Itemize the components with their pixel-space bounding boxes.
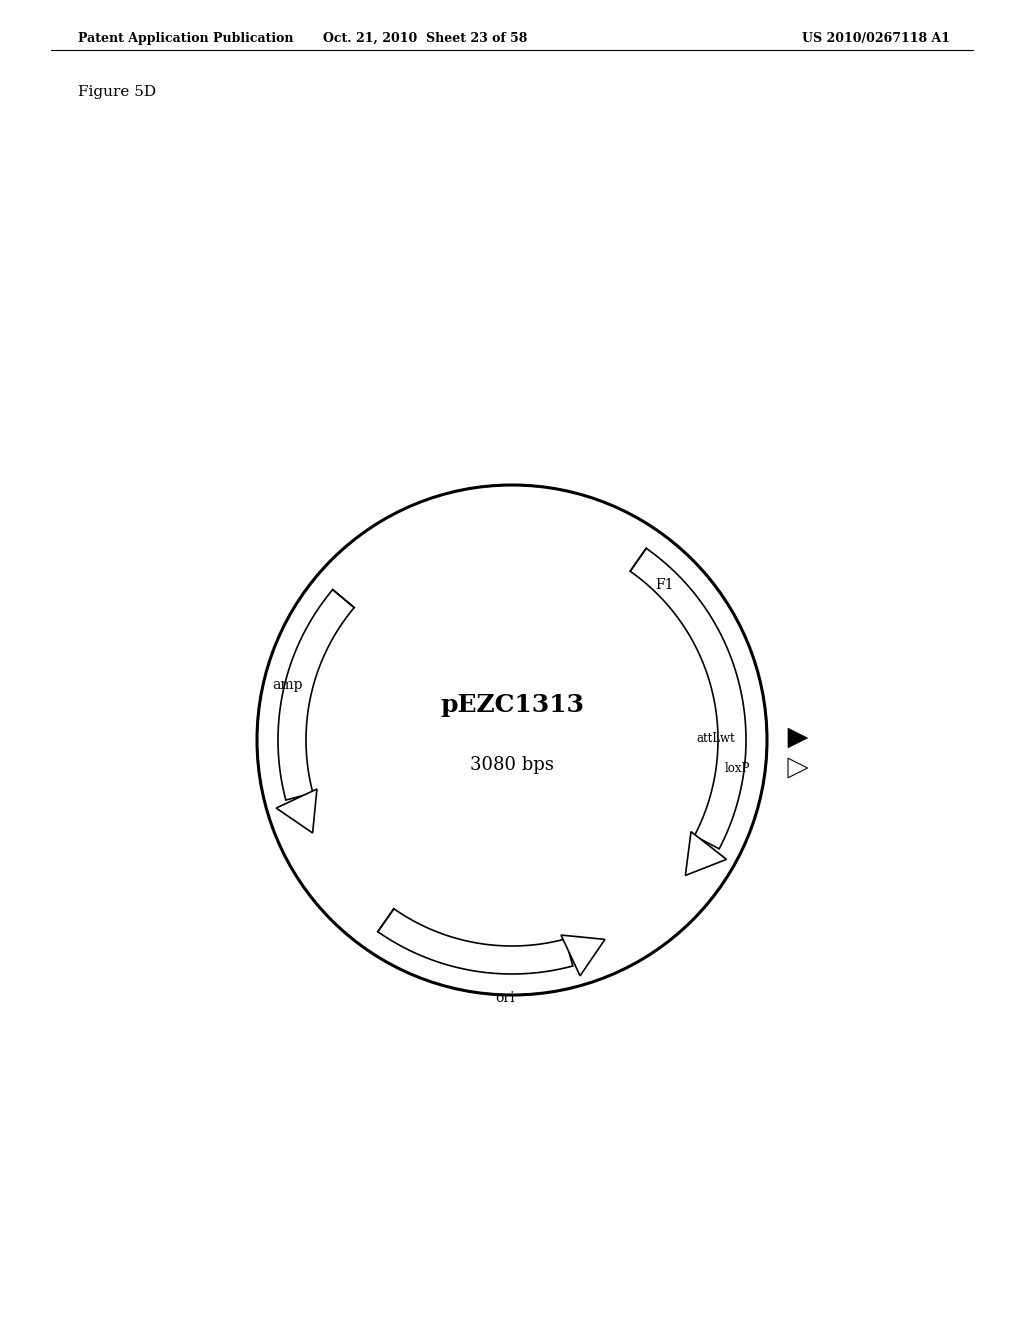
Polygon shape xyxy=(685,832,726,875)
Polygon shape xyxy=(561,935,605,975)
Polygon shape xyxy=(788,729,808,748)
Polygon shape xyxy=(630,548,746,849)
Text: Patent Application Publication: Patent Application Publication xyxy=(78,32,294,45)
Text: attLwt: attLwt xyxy=(696,731,735,744)
Polygon shape xyxy=(788,758,808,777)
Text: pEZC1313: pEZC1313 xyxy=(440,693,584,717)
Polygon shape xyxy=(378,908,572,974)
Text: US 2010/0267118 A1: US 2010/0267118 A1 xyxy=(802,32,950,45)
Text: Oct. 21, 2010  Sheet 23 of 58: Oct. 21, 2010 Sheet 23 of 58 xyxy=(323,32,527,45)
Polygon shape xyxy=(278,590,354,800)
Text: 3080 bps: 3080 bps xyxy=(470,756,554,774)
Text: loxP: loxP xyxy=(725,762,750,775)
Text: Figure 5D: Figure 5D xyxy=(78,84,156,99)
Text: F1: F1 xyxy=(655,578,674,591)
Polygon shape xyxy=(276,789,317,833)
Text: amp: amp xyxy=(272,678,302,692)
Text: ori: ori xyxy=(496,991,515,1005)
